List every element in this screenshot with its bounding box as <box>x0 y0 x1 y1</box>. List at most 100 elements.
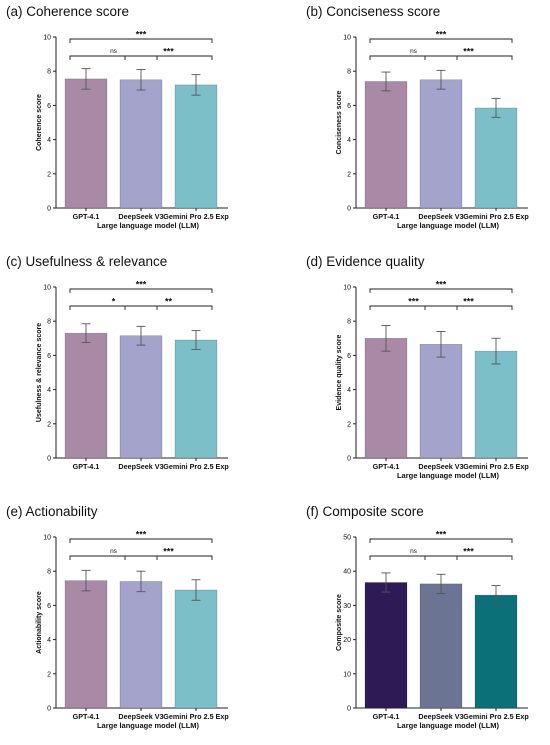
chart-svg: (e) Actionability Actionability score 0 2 4 6… <box>6 504 229 730</box>
y-tick-label: 10 <box>343 285 351 292</box>
y-tick-label: 30 <box>343 603 351 610</box>
significance-bracket <box>369 538 513 543</box>
bar-1 <box>119 335 163 459</box>
bar-0 <box>64 332 108 459</box>
y-tick-label: 10 <box>43 285 51 292</box>
bar-2 <box>174 589 218 709</box>
y-tick-label: 6 <box>347 353 351 360</box>
significance-label: *** <box>436 530 447 540</box>
y-tick-label: 4 <box>347 137 351 144</box>
bar-2 <box>174 84 218 209</box>
y-axis-label: Usefulness & relevance score <box>36 323 43 422</box>
category-label: GPT-4.1 <box>73 462 100 471</box>
chart-title: (b) Conciseness score <box>306 4 440 19</box>
bar-0 <box>64 78 108 209</box>
bar-2 <box>474 350 518 459</box>
y-tick-label: 0 <box>47 706 51 713</box>
significance-bracket <box>124 305 213 310</box>
bar-1 <box>119 581 163 709</box>
bar-1 <box>419 343 463 459</box>
chart-svg: (f) Composite score Composite score 0 10 20 3… <box>306 504 529 730</box>
y-tick-label: 0 <box>347 456 351 463</box>
y-axis-label: Conciseness score <box>336 90 343 154</box>
y-tick-label: 4 <box>347 387 351 394</box>
bar-0 <box>364 81 408 209</box>
chart-title: (d) Evidence quality <box>306 254 425 269</box>
y-tick-label: 20 <box>343 637 351 644</box>
chart-title: (f) Composite score <box>306 504 424 519</box>
chart-title: (e) Actionability <box>6 504 98 519</box>
category-label: DeepSeek V3 <box>118 712 163 721</box>
chart-svg: (c) Usefulness & relevance Usefulness & r… <box>6 254 229 471</box>
bar-2 <box>474 594 518 709</box>
category-label: Gemini Pro 2.5 Exp <box>163 462 229 471</box>
y-tick-label: 40 <box>343 569 351 576</box>
chart-panel-f: (f) Composite score Composite score 0 10 20 3… <box>300 500 550 745</box>
y-tick-label: 4 <box>47 137 51 144</box>
significance-label: *** <box>463 297 474 307</box>
y-tick-label: 0 <box>347 706 351 713</box>
y-tick-label: 6 <box>47 603 51 610</box>
bar-1 <box>119 79 163 209</box>
y-tick-label: 2 <box>47 171 51 178</box>
significance-bracket <box>369 55 458 60</box>
significance-bracket <box>69 555 158 560</box>
bar-1 <box>419 583 463 709</box>
significance-label: *** <box>463 547 474 557</box>
significance-bracket <box>424 555 513 560</box>
chart-panel-e: (e) Actionability Actionability score 0 2 4 6… <box>0 500 275 745</box>
significance-label: ** <box>165 297 173 307</box>
y-axis-label: Evidence quality score <box>336 334 343 410</box>
y-tick-label: 10 <box>343 671 351 678</box>
significance-bracket <box>369 288 513 293</box>
category-label: DeepSeek V3 <box>418 462 463 471</box>
category-label: DeepSeek V3 <box>418 712 463 721</box>
y-tick-label: 10 <box>43 535 51 542</box>
significance-bracket <box>124 55 213 60</box>
significance-label: ns <box>410 548 418 555</box>
significance-bracket <box>424 305 513 310</box>
significance-bracket <box>69 288 213 293</box>
category-label: GPT-4.1 <box>73 212 100 221</box>
significance-bracket <box>369 305 458 310</box>
category-label: Gemini Pro 2.5 Exp <box>463 462 529 471</box>
y-tick-label: 50 <box>343 535 351 542</box>
y-tick-label: 2 <box>347 171 351 178</box>
y-tick-label: 6 <box>47 103 51 110</box>
chart-title: (a) Coherence score <box>6 4 129 19</box>
significance-label: *** <box>136 30 147 40</box>
y-axis-label: Coherence score <box>36 94 43 151</box>
significance-label: *** <box>163 547 174 557</box>
y-tick-label: 4 <box>47 637 51 644</box>
category-label: Gemini Pro 2.5 Exp <box>163 212 229 221</box>
significance-bracket <box>124 555 213 560</box>
y-tick-label: 10 <box>43 35 51 42</box>
category-label: GPT-4.1 <box>373 462 400 471</box>
chart-panel-b: (b) Conciseness score Conciseness score 0 2… <box>300 0 550 245</box>
significance-label: ns <box>110 548 118 555</box>
x-axis-label: Large language model (LLM) <box>97 221 200 230</box>
significance-label: *** <box>436 30 447 40</box>
category-label: GPT-4.1 <box>373 712 400 721</box>
significance-label: *** <box>463 47 474 57</box>
significance-bracket <box>69 55 158 60</box>
chart-svg: (d) Evidence quality Evidence quality sco… <box>306 254 529 480</box>
x-axis-label: Large language model (LLM) <box>97 721 200 730</box>
bar-0 <box>364 338 408 459</box>
y-tick-label: 10 <box>343 35 351 42</box>
category-label: Gemini Pro 2.5 Exp <box>463 712 529 721</box>
y-tick-label: 8 <box>47 69 51 76</box>
y-tick-label: 0 <box>47 456 51 463</box>
bar-2 <box>474 107 518 209</box>
y-tick-label: 6 <box>47 353 51 360</box>
x-axis-label: Large language model (LLM) <box>397 221 500 230</box>
y-axis-label: Composite score <box>336 594 343 651</box>
chart-panel-c: (c) Usefulness & relevance Usefulness & r… <box>0 250 275 495</box>
category-label: DeepSeek V3 <box>118 212 163 221</box>
significance-bracket <box>69 538 213 543</box>
y-tick-label: 4 <box>47 387 51 394</box>
x-axis-label: Large language model (LLM) <box>397 471 500 480</box>
significance-bracket <box>69 305 158 310</box>
significance-label: *** <box>136 530 147 540</box>
category-label: Gemini Pro 2.5 Exp <box>163 712 229 721</box>
